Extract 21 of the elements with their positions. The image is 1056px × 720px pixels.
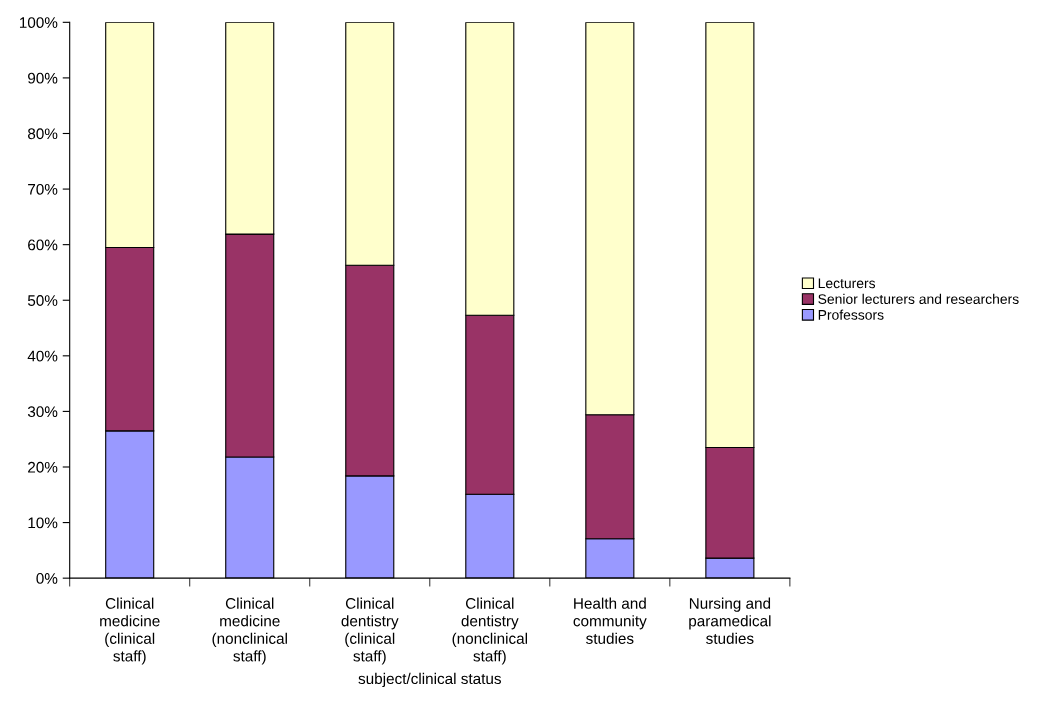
x-tick-label: Clinical dentistry (nonclinical staff): [452, 597, 527, 665]
legend-label: Lecturers: [818, 278, 876, 289]
y-tick-label: 50%: [27, 295, 58, 306]
x-tick-label: Nursing and paramedical studies: [689, 597, 771, 644]
x-tick-label: Health and community studies: [573, 597, 647, 644]
legend-label: Professors: [818, 309, 884, 320]
x-tick-label: Clinical dentistry (clinical staff): [341, 597, 399, 665]
y-tick-label: 40%: [27, 350, 58, 362]
y-tick-label: 0%: [36, 573, 58, 584]
y-tick-label: 90%: [28, 72, 58, 84]
y-tick-label: 60%: [28, 239, 58, 251]
x-tick-label: Clinical medicine (clinical staff): [100, 597, 160, 665]
y-tick-label: 30%: [27, 406, 58, 418]
x-axis-title: subject/clinical status: [358, 672, 501, 688]
y-tick-label: 80%: [27, 128, 58, 140]
y-tick-label: 10%: [28, 517, 58, 529]
legend-label: Senior lecturers and researchers: [818, 293, 1019, 305]
y-tick-label: 100%: [19, 17, 58, 29]
x-tick-label: Clinical medicine (nonclinical staff): [212, 597, 287, 665]
y-tick-label: 70%: [28, 183, 58, 195]
y-tick-label: 20%: [28, 461, 58, 473]
